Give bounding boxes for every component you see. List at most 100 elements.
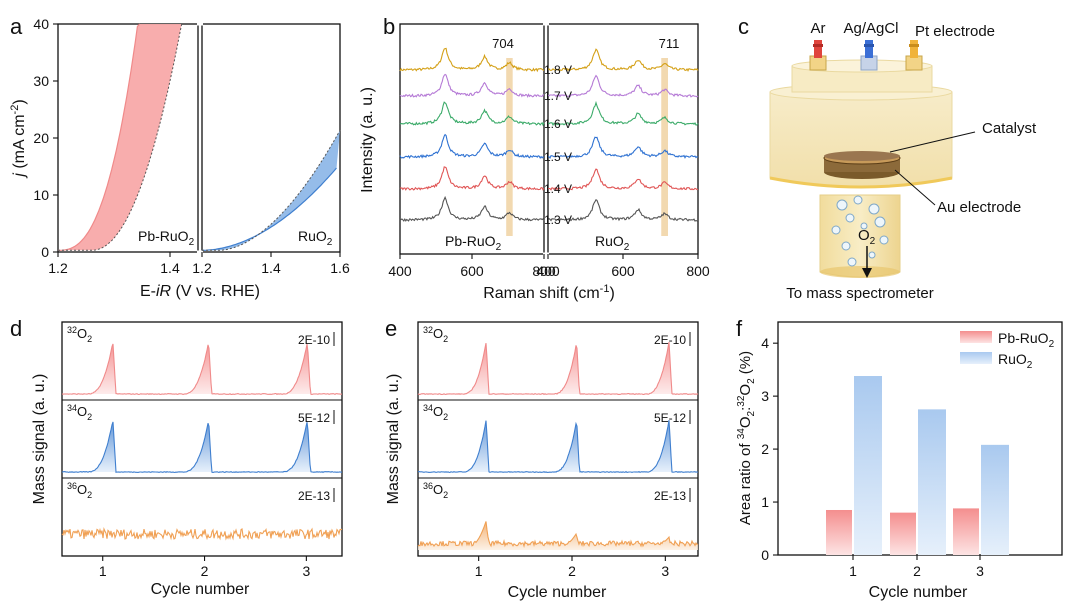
y-tick-label: 0	[41, 244, 49, 260]
legend-swatch-ruo2	[960, 352, 992, 364]
raman-right-2	[547, 100, 699, 127]
curve-lower-0	[58, 23, 183, 251]
panel-a-chart: a 0 10 20 30 40 1.2 1.4 1.2 1.4 1.6 Pb-RuO2 RuO2…	[9, 14, 350, 300]
signal-fill-1	[62, 421, 342, 473]
x-tick-label: 3	[976, 563, 984, 579]
band-label-711: 711	[659, 36, 680, 51]
potential-label: 1.8 V	[544, 63, 572, 77]
raman-left-4	[399, 166, 545, 191]
panel-e-frame	[417, 321, 699, 557]
bubble	[868, 203, 880, 215]
row-label-0: 32O2	[67, 325, 92, 344]
label-catalyst: Catalyst	[982, 120, 1037, 137]
bar-ruo2-cycle-2	[918, 409, 946, 555]
curve-lower-1	[202, 130, 341, 251]
x-tick-label: 400	[388, 263, 412, 279]
y-tick-label: 40	[33, 16, 49, 32]
y-tick-label: 30	[33, 73, 49, 89]
potential-label: 1.5 V	[544, 150, 572, 164]
raman-right-1	[547, 74, 699, 98]
panel-b-chart: b 1.8 V 1.7 V 1.6 V 1.5 V 1.4 V 1.3 V 400 600 8…	[359, 14, 710, 302]
scale-label-0: 2E-10	[654, 333, 686, 347]
x-tick-label: 1.4	[261, 260, 281, 276]
o2-bubbles	[831, 195, 889, 267]
panel-f-letter: f	[736, 316, 743, 341]
area-ruo2	[202, 130, 340, 251]
signal-line-1	[417, 420, 699, 474]
x-tick-label: 1	[849, 563, 857, 579]
bar-ruo2-cycle-3	[981, 444, 1009, 555]
band-label-704: 704	[492, 36, 514, 51]
band-704	[506, 58, 513, 236]
bubble	[831, 225, 841, 235]
raman-left-5	[399, 195, 545, 222]
potential-label: 1.6 V	[544, 117, 572, 131]
panel-e-chart: e 32O2 2E-10 34O2 5E-12 36O2 2E-13 1 2 3 Cycle …	[385, 316, 699, 601]
x-tick-label: 2	[201, 563, 209, 579]
scale-label-2: 2E-13	[654, 489, 686, 503]
legend-label-ruo2: RuO2	[998, 351, 1033, 371]
panel-f-ylabel: Area ratio of 34O2:32O2 (%)	[736, 351, 757, 525]
label-pt-electrode: Pt electrode	[915, 23, 995, 40]
raman-right-4	[547, 168, 699, 191]
panel-a-ylabel: j (mA cm-2)	[9, 99, 28, 178]
panel-d-chart: d 32O2 2E-10 34O2 5E-12 36O2 2E-13 1 2 3 Cycle …	[10, 316, 343, 598]
x-tick-label: 1	[475, 563, 483, 579]
bubble	[847, 257, 857, 267]
panel-a-letter: a	[10, 14, 23, 39]
bubble	[853, 195, 863, 205]
panel-b-xlabel: Raman shift (cm-1)	[483, 283, 615, 302]
bubble	[841, 241, 851, 251]
y-tick-label: 20	[33, 130, 49, 146]
x-tick-label: 400	[536, 263, 560, 279]
panel-c-schematic: c Ar Ag/AgCl Pt elec	[738, 14, 1037, 302]
bubble	[874, 216, 886, 228]
row-label-2: 36O2	[423, 481, 448, 500]
x-tick-label: 1.2	[192, 260, 212, 276]
signal-line-2	[61, 527, 343, 541]
panel-f-chart: f 0 1 2 3 4 1 2 3 Pb-RuO2 RuO2 Cycle number Ar…	[736, 316, 1063, 601]
row-label-1: 34O2	[67, 403, 92, 422]
y-tick-label: 10	[33, 187, 49, 203]
raman-right-0	[547, 48, 699, 72]
x-tick-label: 1.4	[160, 260, 180, 276]
panel-e-xlabel: Cycle number	[508, 584, 607, 601]
series-label-ruo2: RuO2	[298, 228, 333, 248]
raman-right-5	[547, 199, 699, 222]
x-tick-label: 600	[460, 263, 484, 279]
scale-label-0: 2E-10	[298, 333, 330, 347]
row-label-1: 34O2	[423, 403, 448, 422]
bar-pb-ruo2-cycle-3	[953, 508, 979, 555]
bar-pb-ruo2-cycle-2	[890, 512, 916, 555]
y-tick-label: 2	[761, 441, 769, 457]
x-tick-label: 1.6	[330, 260, 350, 276]
bubble	[836, 199, 848, 211]
bubble	[860, 222, 868, 230]
x-tick-label: 800	[532, 263, 556, 279]
legend-label-pb-ruo2: Pb-RuO2	[998, 330, 1055, 350]
signal-line-0	[417, 341, 699, 396]
panel-d-letter: d	[10, 316, 22, 341]
panel-b-letter: b	[383, 14, 395, 39]
panel-f-xlabel: Cycle number	[869, 584, 968, 601]
panel-d-frame	[61, 321, 343, 557]
bubble	[868, 251, 876, 259]
scale-label-2: 2E-13	[298, 489, 330, 503]
x-tick-label: 2	[913, 563, 921, 579]
x-tick-label: 1	[99, 563, 107, 579]
bar-ruo2-cycle-1	[854, 376, 882, 555]
scale-label-1: 5E-12	[654, 411, 686, 425]
raman-right-3	[547, 136, 699, 160]
legend-swatch-pb-ruo2	[960, 331, 992, 343]
raman-left-1	[399, 73, 544, 99]
signal-fill-0	[418, 342, 698, 395]
signal-fill-1	[418, 420, 698, 473]
x-tick-label: 600	[611, 263, 635, 279]
bubble	[879, 235, 889, 245]
curve-upper-1	[202, 167, 337, 251]
panel-e-letter: e	[385, 316, 397, 341]
potential-label: 1.7 V	[544, 89, 572, 103]
panel-b-ylabel: Intensity (a. u.)	[359, 87, 376, 193]
raman-left-0	[399, 47, 545, 73]
